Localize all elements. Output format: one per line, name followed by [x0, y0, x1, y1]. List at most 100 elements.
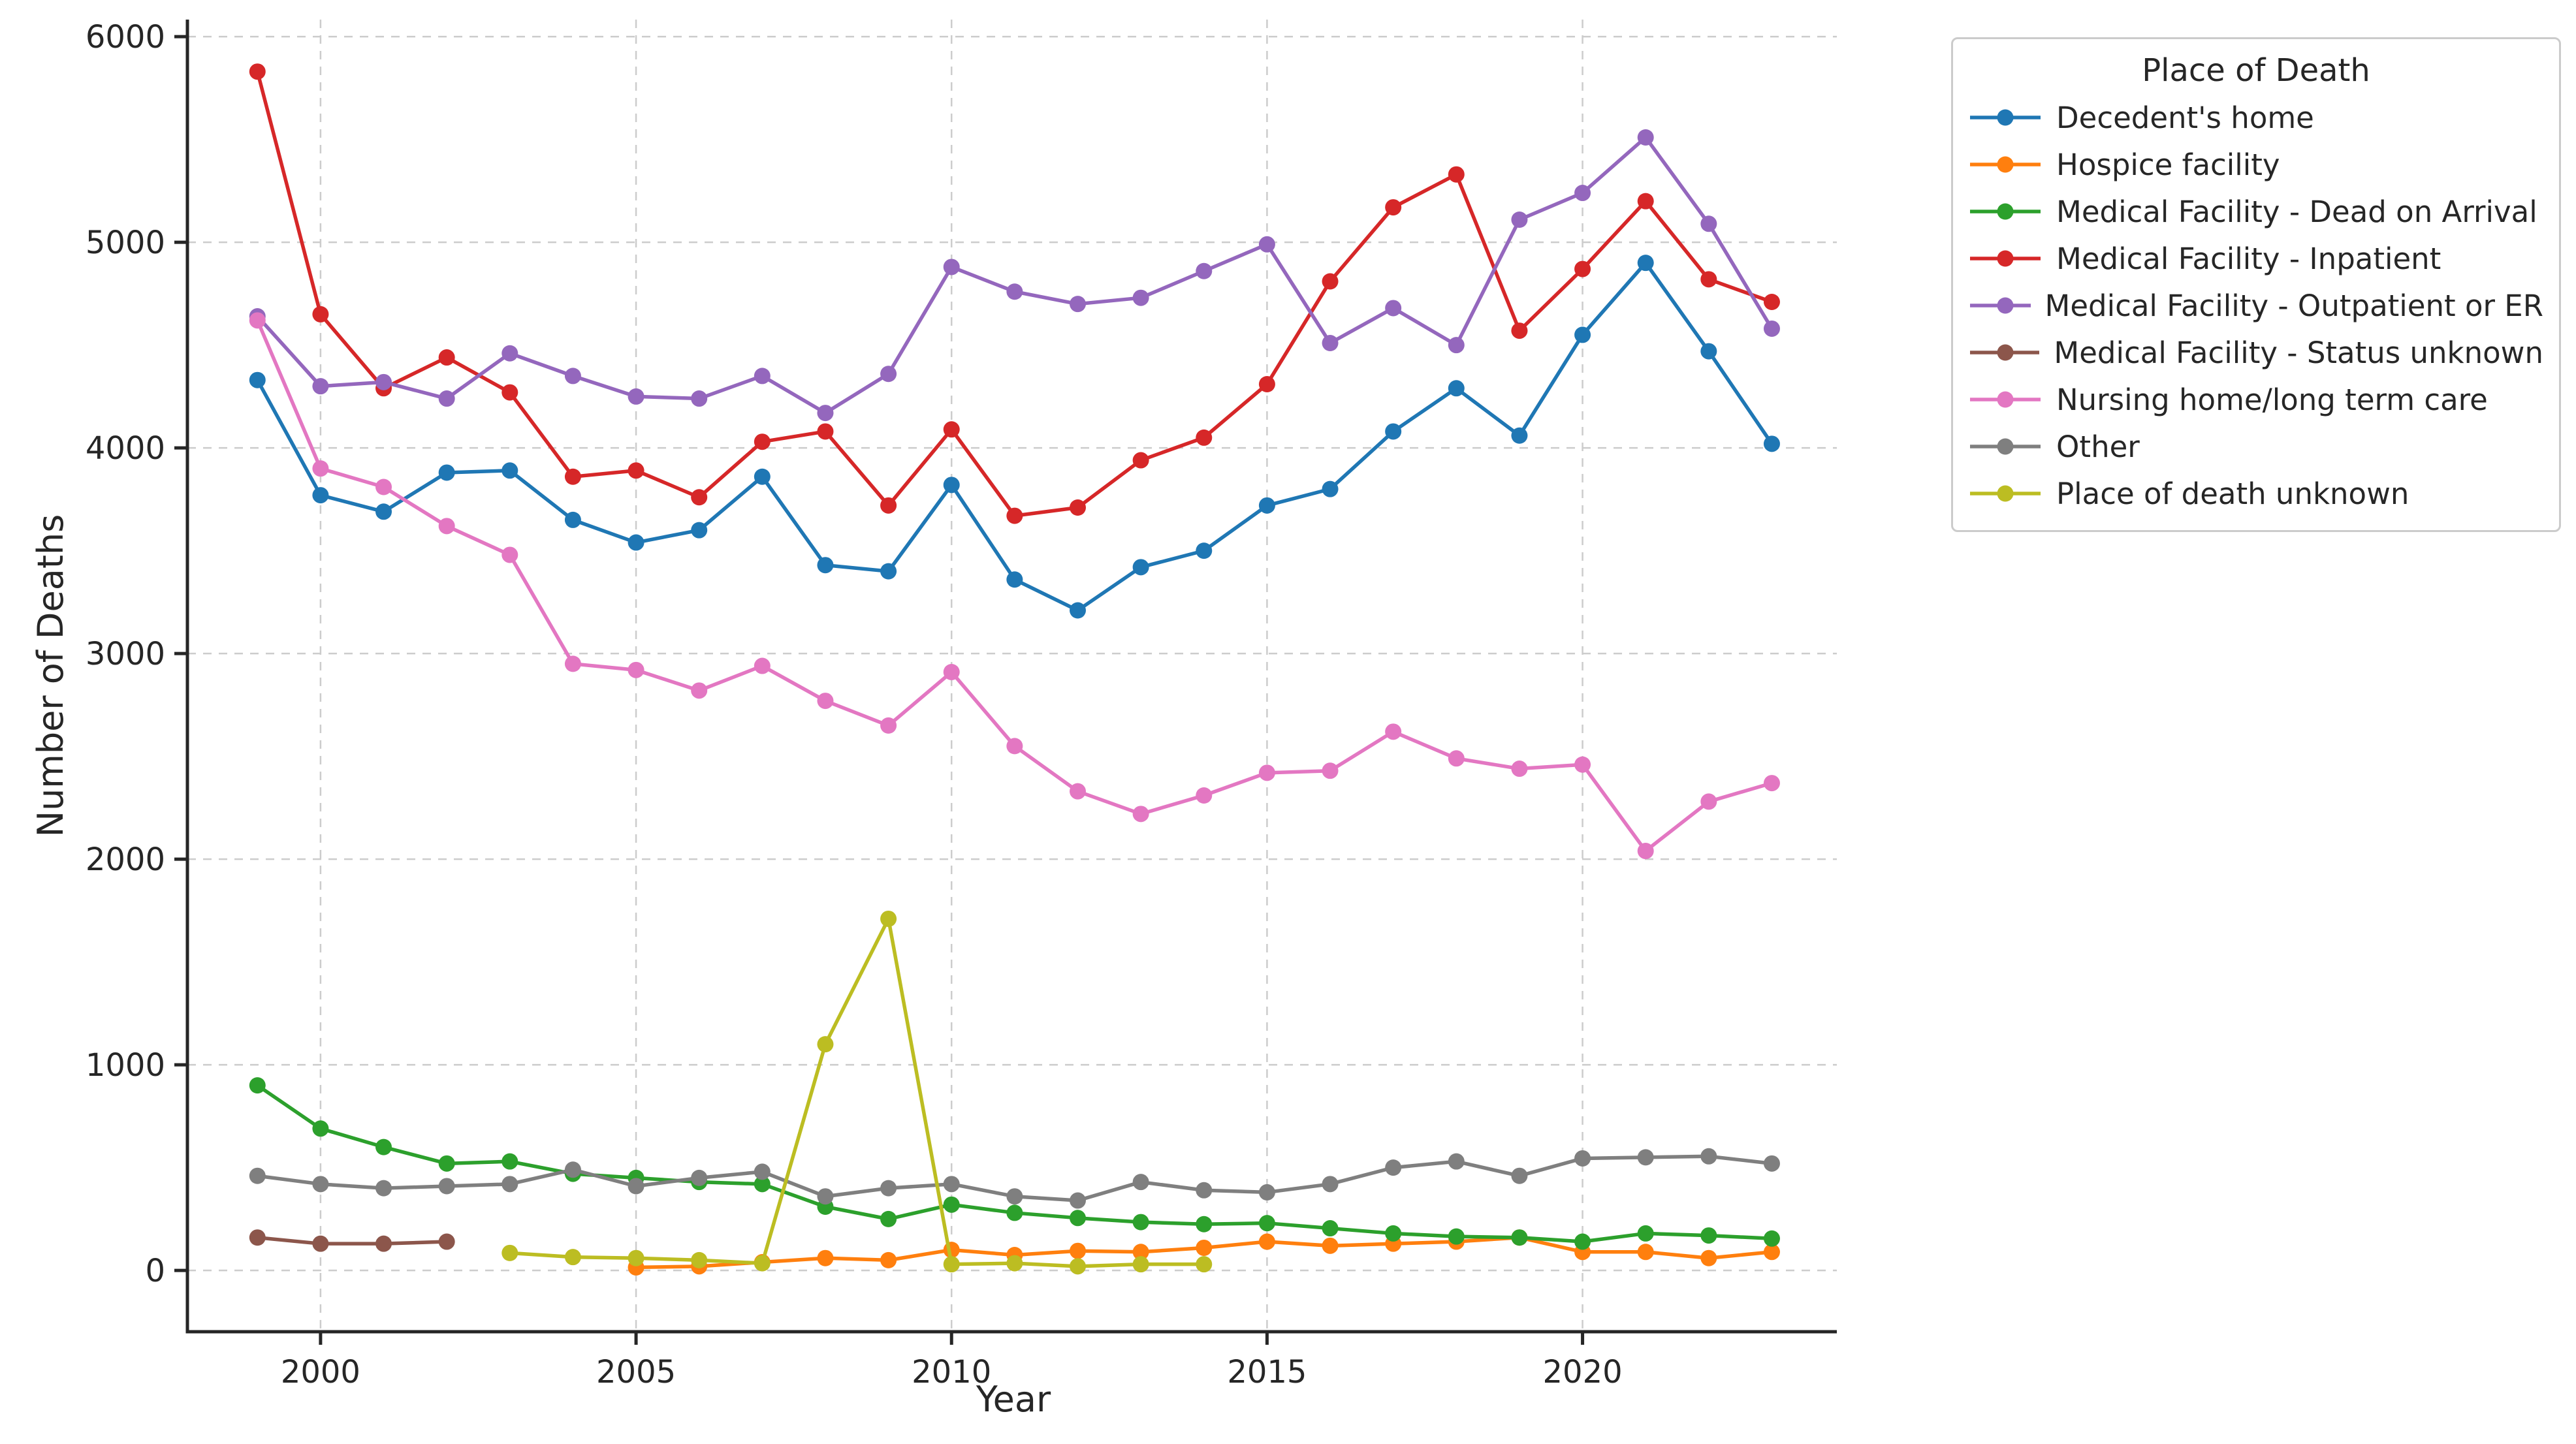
data-point-other-2019 — [1511, 1167, 1528, 1184]
data-point-nursing-home-long-term-care-2012 — [1069, 783, 1086, 800]
data-point-other-2010 — [943, 1176, 960, 1193]
data-point-decedent-s-home-2008 — [817, 557, 834, 574]
data-point-other-2005 — [628, 1178, 644, 1195]
data-point-hospice-facility-2013 — [1132, 1244, 1149, 1261]
data-point-other-2018 — [1448, 1153, 1465, 1170]
legend-item-list: Decedent's home Hospice facility Medical F… — [1969, 94, 2543, 517]
data-point-medical-facility-inpatient-2004 — [564, 468, 581, 485]
data-point-place-of-death-unknown-2014 — [1196, 1256, 1213, 1273]
data-point-medical-facility-outpatient-or-er-2014 — [1196, 262, 1213, 279]
data-point-medical-facility-dead-on-arrival-2012 — [1069, 1210, 1086, 1227]
legend-marker-icon — [1997, 156, 2014, 173]
legend-marker-icon — [1997, 203, 2014, 220]
data-point-medical-facility-outpatient-or-er-2002 — [438, 390, 455, 407]
data-point-medical-facility-dead-on-arrival-2013 — [1132, 1214, 1149, 1231]
data-point-medical-facility-outpatient-or-er-2001 — [375, 373, 392, 390]
legend-label: Nursing home/long term care — [2056, 382, 2488, 417]
data-point-decedent-s-home-2001 — [375, 503, 392, 520]
data-point-nursing-home-long-term-care-2007 — [754, 657, 771, 674]
data-point-nursing-home-long-term-care-2010 — [943, 663, 960, 680]
data-point-hospice-facility-2023 — [1763, 1244, 1780, 1261]
legend-item-hospice-facility: Hospice facility — [1969, 141, 2543, 188]
data-point-medical-facility-outpatient-or-er-2018 — [1448, 337, 1465, 354]
data-point-decedent-s-home-2018 — [1448, 380, 1465, 397]
legend-item-medical-facility-status-unknown: Medical Facility - Status unknown — [1969, 329, 2543, 376]
data-point-medical-facility-status-unknown-2001 — [375, 1235, 392, 1252]
data-point-medical-facility-inpatient-2009 — [880, 497, 897, 514]
data-point-medical-facility-outpatient-or-er-2006 — [691, 390, 708, 407]
data-point-place-of-death-unknown-2008 — [817, 1036, 834, 1053]
data-point-medical-facility-dead-on-arrival-2002 — [438, 1155, 455, 1172]
y-tick-label-4000: 4000 — [86, 430, 165, 467]
data-point-hospice-facility-2022 — [1700, 1249, 1717, 1266]
legend-marker-icon — [1997, 391, 2014, 408]
data-point-other-2021 — [1637, 1149, 1654, 1166]
data-point-medical-facility-outpatient-or-er-2005 — [628, 388, 644, 405]
y-tick-label-0: 0 — [145, 1253, 165, 1289]
data-point-hospice-facility-2012 — [1069, 1242, 1086, 1259]
data-point-medical-facility-status-unknown-2000 — [312, 1235, 329, 1252]
data-point-other-2011 — [1006, 1188, 1023, 1205]
y-tick-label-3000: 3000 — [86, 636, 165, 672]
data-point-other-2012 — [1069, 1192, 1086, 1209]
data-point-decedent-s-home-2012 — [1069, 602, 1086, 619]
legend-title: Place of Death — [2142, 52, 2370, 89]
data-point-other-2015 — [1258, 1184, 1275, 1201]
series-line-medical-facility-outpatient-or-er — [256, 135, 1773, 415]
data-point-other-2022 — [1700, 1148, 1717, 1165]
data-point-medical-facility-dead-on-arrival-2007 — [754, 1176, 771, 1193]
legend-swatch-other — [1970, 438, 2041, 455]
data-point-hospice-facility-2016 — [1322, 1237, 1339, 1254]
data-point-other-1999 — [249, 1167, 266, 1184]
data-point-medical-facility-outpatient-or-er-2011 — [1006, 283, 1023, 300]
y-axis-title: Number of Deaths — [30, 514, 71, 838]
data-point-decedent-s-home-2016 — [1322, 480, 1339, 497]
data-point-place-of-death-unknown-2010 — [943, 1256, 960, 1273]
legend-item-nursing-home-long-term-care: Nursing home/long term care — [1969, 376, 2543, 423]
data-point-medical-facility-inpatient-2003 — [501, 384, 518, 401]
data-point-medical-facility-inpatient-2020 — [1574, 260, 1591, 277]
data-point-nursing-home-long-term-care-2017 — [1385, 723, 1402, 740]
data-point-medical-facility-dead-on-arrival-2022 — [1700, 1227, 1717, 1244]
legend-item-medical-facility-outpatient-or-er: Medical Facility - Outpatient or ER — [1969, 282, 2543, 329]
legend-swatch-medical-facility-inpatient — [1970, 250, 2041, 267]
legend-swatch-decedent-s-home — [1970, 109, 2041, 126]
legend-label: Medical Facility - Inpatient — [2056, 241, 2441, 276]
legend-label: Place of death unknown — [2056, 476, 2409, 511]
series-place-of-death-unknown — [501, 910, 1213, 1275]
data-point-other-2007 — [754, 1163, 771, 1180]
data-point-decedent-s-home-2010 — [943, 477, 960, 494]
data-point-other-2000 — [312, 1176, 329, 1193]
legend-item-decedent-s-home: Decedent's home — [1969, 94, 2543, 141]
data-point-medical-facility-inpatient-2006 — [691, 489, 708, 506]
data-point-medical-facility-inpatient-2017 — [1385, 199, 1402, 216]
legend-marker-icon — [1997, 297, 2014, 314]
series-line-decedent-s-home — [255, 260, 1773, 612]
series-decedent-s-home — [249, 255, 1780, 619]
data-point-medical-facility-inpatient-2018 — [1448, 166, 1465, 183]
data-point-decedent-s-home-1999 — [249, 371, 266, 388]
data-point-nursing-home-long-term-care-2014 — [1196, 787, 1213, 804]
data-point-nursing-home-long-term-care-2015 — [1258, 764, 1275, 781]
legend-swatch-place-of-death-unknown — [1970, 485, 2041, 502]
data-point-decedent-s-home-2000 — [312, 487, 329, 504]
data-point-medical-facility-dead-on-arrival-2020 — [1574, 1233, 1591, 1250]
data-point-decedent-s-home-2020 — [1574, 326, 1591, 343]
legend-swatch-medical-facility-outpatient-or-er — [1970, 297, 2031, 314]
data-point-medical-facility-inpatient-2011 — [1006, 507, 1023, 524]
data-point-medical-facility-inpatient-1999 — [249, 63, 266, 80]
data-point-place-of-death-unknown-2009 — [880, 910, 897, 927]
data-point-decedent-s-home-2021 — [1637, 255, 1654, 272]
data-point-medical-facility-dead-on-arrival-2010 — [943, 1196, 960, 1213]
data-point-decedent-s-home-2023 — [1763, 435, 1780, 452]
data-point-medical-facility-dead-on-arrival-2021 — [1637, 1225, 1654, 1242]
data-point-nursing-home-long-term-care-2020 — [1574, 756, 1591, 773]
data-point-nursing-home-long-term-care-2013 — [1132, 806, 1149, 823]
legend-swatch-medical-facility-status-unknown — [1970, 344, 2040, 361]
legend-label: Decedent's home — [2056, 100, 2314, 135]
series-line-place-of-death-unknown — [509, 917, 1204, 1268]
data-point-other-2001 — [375, 1180, 392, 1197]
data-point-nursing-home-long-term-care-2011 — [1006, 738, 1023, 755]
data-point-medical-facility-outpatient-or-er-2020 — [1574, 185, 1591, 202]
data-point-medical-facility-outpatient-or-er-2021 — [1637, 129, 1654, 146]
